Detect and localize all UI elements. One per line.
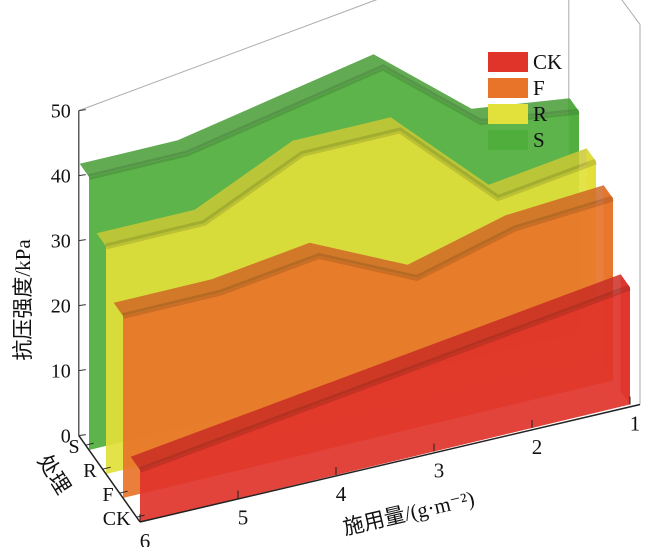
z-tick bbox=[78, 239, 86, 242]
z-tick-label: 50 bbox=[51, 101, 71, 123]
x-tick-label: 3 bbox=[434, 459, 445, 483]
z-tick-label: 0 bbox=[61, 426, 71, 448]
y-tick-label: S bbox=[68, 436, 79, 458]
y-tick bbox=[136, 514, 145, 518]
y-tick bbox=[102, 466, 111, 470]
z-tick-label: 40 bbox=[51, 166, 71, 188]
series-top-R bbox=[96, 117, 596, 247]
x-tick-label: 5 bbox=[238, 506, 249, 530]
legend-swatch-CK bbox=[488, 52, 528, 72]
y-tick-label: CK bbox=[103, 508, 131, 530]
y-tick-label: F bbox=[102, 484, 113, 506]
x-tick-label: 2 bbox=[532, 435, 543, 459]
series-edge-CK bbox=[138, 284, 632, 473]
series-face-CK bbox=[140, 287, 630, 522]
legend-label-R: R bbox=[533, 102, 547, 126]
z-tick bbox=[78, 109, 86, 112]
z-tick bbox=[78, 304, 86, 307]
y-tick-label: R bbox=[83, 460, 97, 482]
z-tick bbox=[78, 369, 86, 372]
series-edge-F bbox=[122, 195, 614, 319]
z-tick bbox=[78, 434, 86, 437]
y-axis-line bbox=[78, 435, 141, 523]
z-tick-label: 10 bbox=[51, 361, 71, 383]
x-tick-label: 1 bbox=[630, 412, 641, 436]
legend-label-F: F bbox=[533, 76, 545, 100]
legend-label-S: S bbox=[533, 128, 545, 152]
series-edge-R bbox=[105, 127, 598, 250]
x-tick-label: 4 bbox=[336, 482, 347, 506]
y-tick bbox=[119, 490, 128, 494]
series-top-CK bbox=[130, 274, 630, 470]
legend-label-CK: CK bbox=[533, 50, 562, 74]
legend-swatch-F bbox=[488, 78, 528, 98]
legend-swatch-R bbox=[488, 104, 528, 124]
back-top-line bbox=[78, 0, 378, 112]
series-top-F bbox=[113, 185, 613, 316]
x-axis-label: 施用量/(g·m⁻²) bbox=[341, 486, 477, 540]
series-top-S bbox=[79, 54, 579, 177]
x-tick-label: 6 bbox=[140, 529, 151, 547]
legend-swatch-S bbox=[488, 130, 528, 150]
z-tick bbox=[78, 174, 86, 177]
z-tick-label: 30 bbox=[51, 231, 71, 253]
x-axis-line bbox=[139, 403, 641, 523]
y-tick bbox=[85, 442, 94, 446]
z-tick-label: 20 bbox=[51, 296, 71, 318]
z-axis-label: 抗压强度/kPa bbox=[11, 239, 35, 361]
right-top-line bbox=[621, 0, 641, 25]
